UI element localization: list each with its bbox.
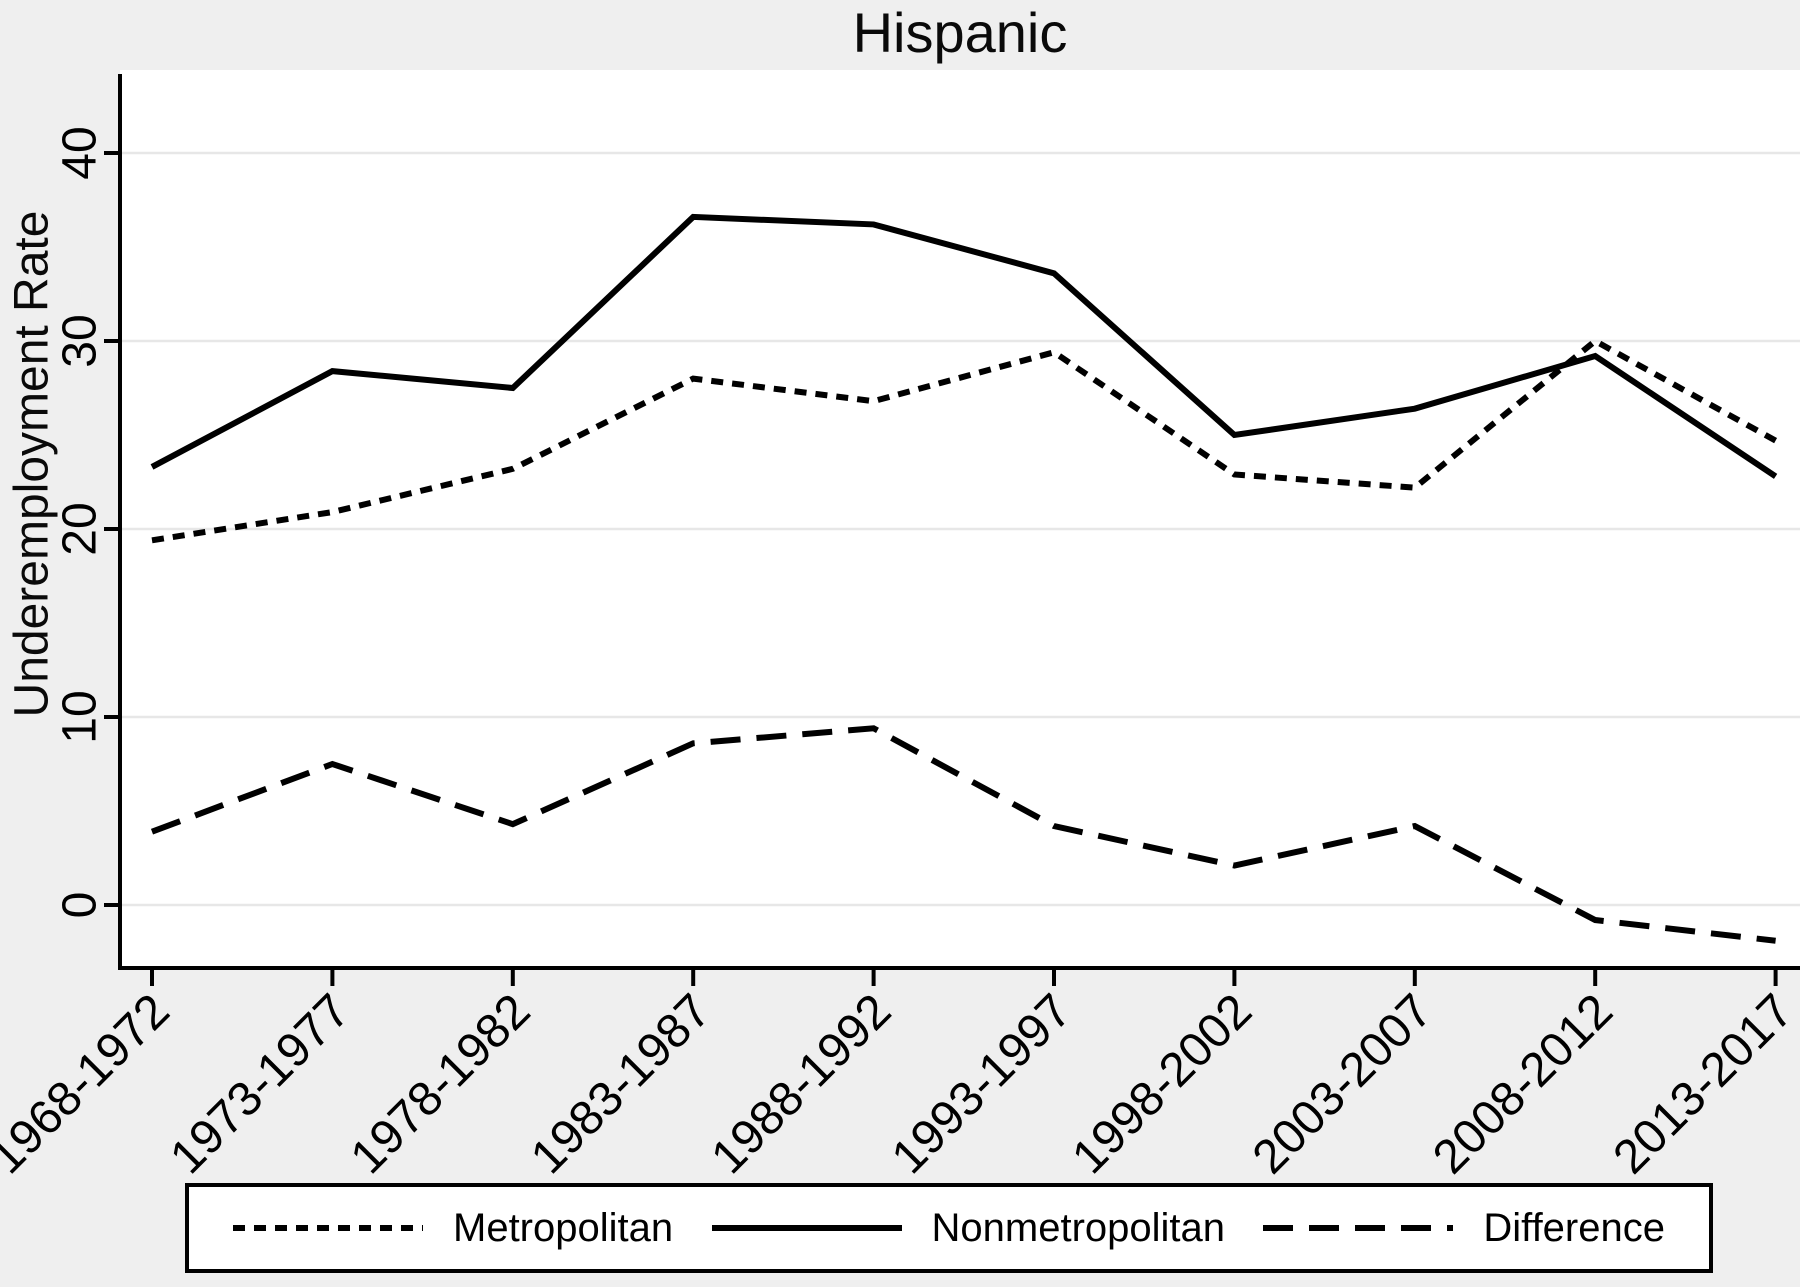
- y-tick-label: 10: [54, 690, 107, 743]
- y-tick-label: 0: [54, 892, 107, 919]
- x-tick-label: 2013-2017: [1604, 984, 1800, 1184]
- y-axis-title: Underemployment Rate: [5, 210, 59, 718]
- series-line-nonmetropolitan: [150, 213, 1778, 479]
- legend-item-difference: Difference: [1263, 1206, 1665, 1251]
- legend-item-nonmetropolitan: Nonmetropolitan: [711, 1205, 1226, 1251]
- x-tick-label: 1998-2002: [1062, 984, 1262, 1184]
- dashed-line-sample-icon: [1263, 1225, 1454, 1231]
- series-line-difference: [150, 725, 1776, 944]
- y-tick-label: 20: [54, 502, 107, 555]
- legend-item-metropolitan: Metropolitan: [233, 1206, 673, 1251]
- legend: Metropolitan Nonmetropolitan Difference: [185, 1183, 1713, 1273]
- x-tick-label: 1973-1977: [160, 984, 360, 1184]
- y-tick-label: 30: [54, 314, 107, 367]
- plot-background: [120, 70, 1800, 968]
- dotted-line-sample-icon: [233, 1225, 423, 1231]
- legend-label-nonmetropolitan: Nonmetropolitan: [931, 1205, 1226, 1250]
- series-line-metropolitan: [151, 337, 1778, 544]
- y-tick-label: 40: [54, 126, 107, 179]
- x-tick-label: 1978-1982: [341, 984, 541, 1184]
- x-tick-label: 1968-1972: [0, 984, 180, 1184]
- chart-title: Hispanic: [852, 1, 1068, 64]
- x-tick-label: 1983-1987: [521, 984, 721, 1184]
- legend-label-metropolitan: Metropolitan: [453, 1205, 674, 1250]
- solid-line-sample-icon: [711, 1225, 902, 1231]
- x-tick-label: 2003-2007: [1243, 984, 1443, 1184]
- legend-label-difference: Difference: [1483, 1205, 1665, 1250]
- x-tick-label: 1993-1997: [882, 984, 1082, 1184]
- x-tick-label: 2008-2012: [1423, 984, 1623, 1184]
- x-tick-label: 1988-1992: [702, 984, 902, 1184]
